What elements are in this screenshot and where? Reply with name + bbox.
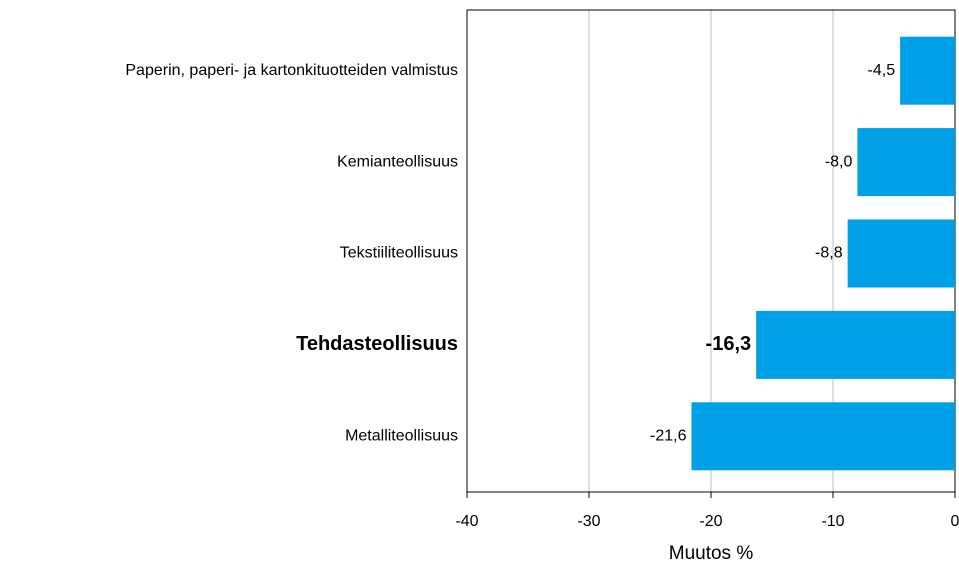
value-label: -8,0 (825, 153, 853, 170)
x-tick-label: -20 (699, 513, 722, 530)
x-tick-label: -30 (577, 513, 600, 530)
bar (900, 36, 955, 105)
bar (756, 310, 955, 379)
y-tick-label: Metalliteollisuus (345, 428, 458, 445)
x-tick-label: -10 (821, 513, 844, 530)
x-axis-label: Muutos % (669, 543, 754, 564)
value-label: -8,8 (815, 245, 843, 262)
bar (691, 402, 955, 471)
x-tick-label: 0 (951, 513, 959, 530)
value-label: -4,5 (868, 62, 896, 79)
value-label: -21,6 (650, 428, 687, 445)
bar (857, 128, 955, 197)
x-tick-label: -40 (455, 513, 478, 530)
value-label: -16,3 (706, 333, 752, 355)
y-tick-label: Kemianteollisuus (337, 153, 458, 170)
y-tick-label: Tehdasteollisuus (296, 333, 458, 355)
y-tick-label: Tekstiiliteollisuus (340, 245, 458, 262)
y-tick-label: Paperin, paperi- ja kartonkituotteiden v… (125, 62, 458, 79)
bar (847, 219, 955, 288)
